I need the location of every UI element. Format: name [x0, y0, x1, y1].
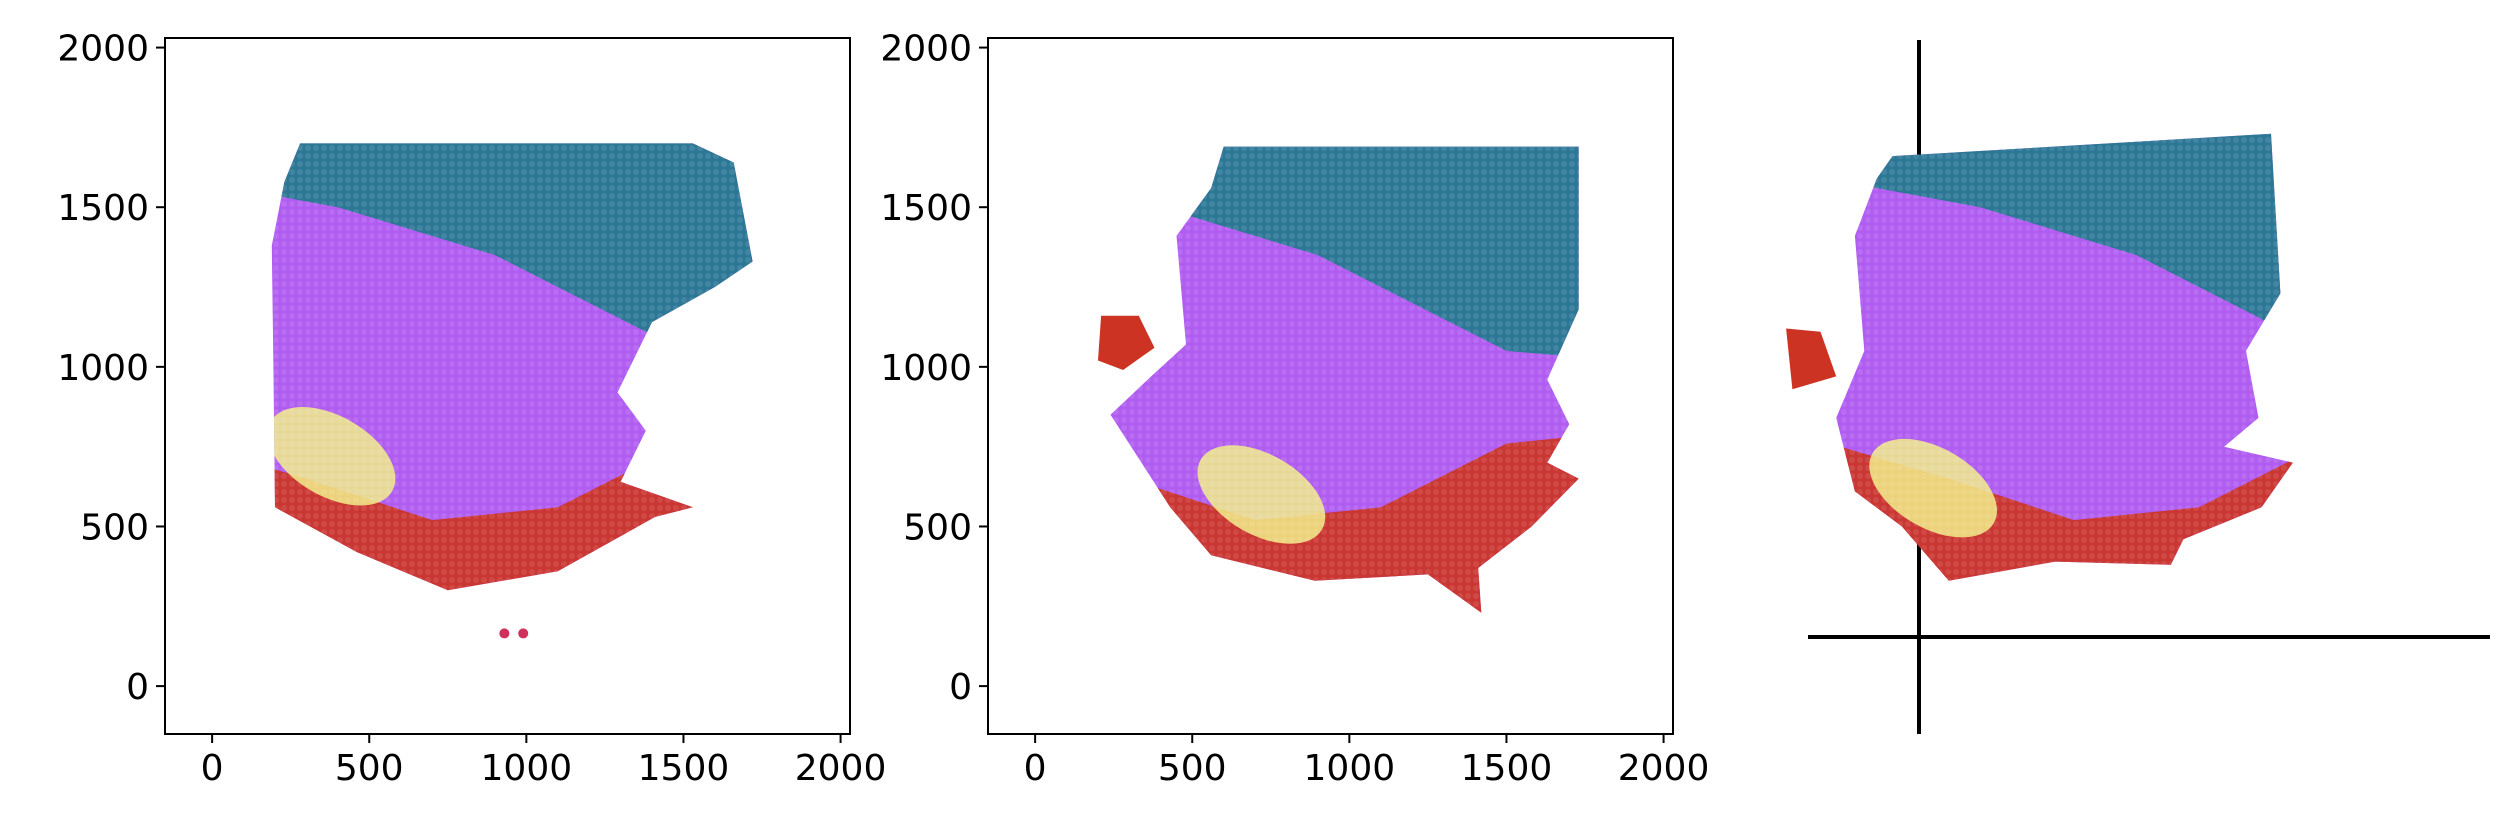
left-tissue: [271, 143, 753, 591]
y-tick-label: 2000: [880, 29, 972, 70]
left-axes-frame: [164, 37, 851, 735]
x-tick-label: 1000: [1304, 748, 1396, 789]
x-tick-label: 0: [201, 748, 224, 789]
spot-texture: [1110, 146, 1579, 613]
y-tick-label: 0: [949, 667, 972, 708]
middle-tissue: [1110, 146, 1579, 613]
right-island: [1786, 328, 1837, 390]
y-tick-label: 1500: [57, 188, 149, 229]
x-tick-label: 2000: [1618, 748, 1710, 789]
y-tick-label: 500: [80, 507, 149, 548]
x-tick-label: 2000: [795, 748, 887, 789]
right-tissue: [1836, 133, 2293, 581]
y-tick-label: 2000: [57, 29, 149, 70]
x-tick-label: 500: [335, 748, 404, 789]
middle-panel: 0 500 1000 1500 2000 0 500 1000 1500 2000: [880, 29, 1710, 789]
island-spot: [499, 628, 510, 639]
middle-axes-frame: [987, 37, 1674, 735]
x-tick-label: 1500: [1461, 748, 1553, 789]
left-panel: 0 500 1000 1500 2000 0 500 1000 1500 2000: [57, 29, 887, 789]
island-spot: [518, 628, 529, 639]
middle-island: [1098, 315, 1155, 370]
spot-texture: [1836, 133, 2293, 581]
y-tick-label: 1000: [880, 348, 972, 389]
y-tick-label: 1500: [880, 188, 972, 229]
x-tick-label: 0: [1024, 748, 1047, 789]
y-tick-label: 500: [903, 507, 972, 548]
right-panel: [1786, 40, 2490, 734]
x-tick-label: 1500: [638, 748, 730, 789]
x-tick-label: 500: [1158, 748, 1227, 789]
x-tick-label: 1000: [481, 748, 573, 789]
y-tick-label: 0: [126, 667, 149, 708]
y-tick-label: 1000: [57, 348, 149, 389]
